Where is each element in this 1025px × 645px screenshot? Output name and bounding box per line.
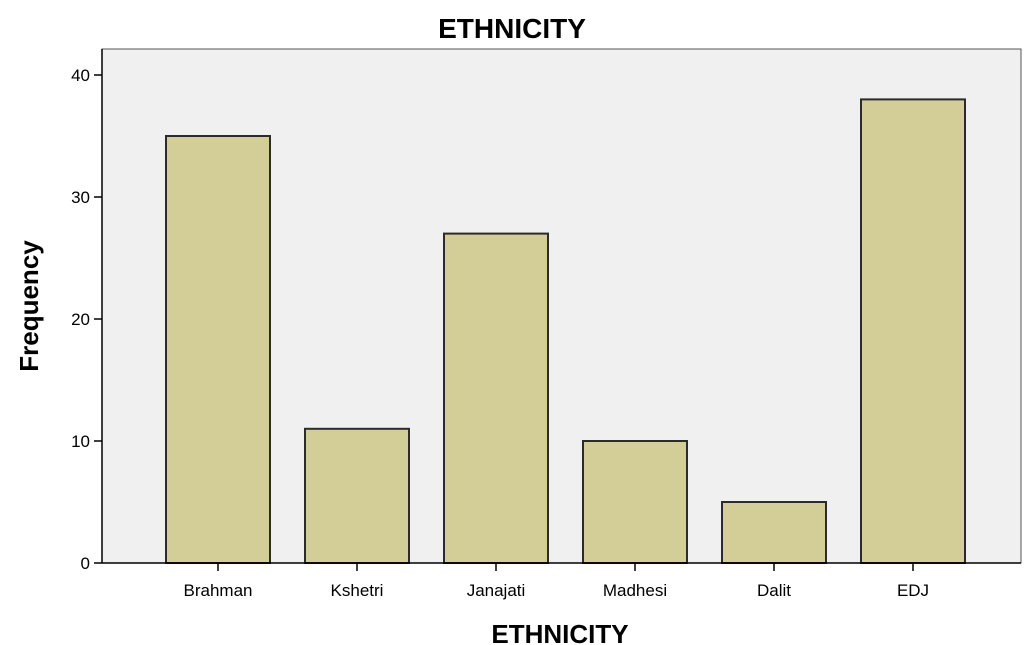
y-tick-label: 30 (71, 188, 90, 207)
bar-madhesi (582, 440, 688, 564)
x-tick-label-madhesi: Madhesi (603, 581, 667, 600)
y-axis-ticks: 0 10 20 30 40 (71, 66, 102, 573)
x-axis-ticks: Brahman Kshetri Janajati Madhesi Dalit EDJ (184, 563, 929, 600)
x-tick-label-brahman: Brahman (184, 581, 253, 600)
bar-janajati (443, 232, 549, 564)
x-tick-label-edj: EDJ (897, 581, 929, 600)
bar-dalit (721, 501, 827, 564)
x-tick-label-kshetri: Kshetri (331, 581, 384, 600)
y-tick-label: 10 (71, 432, 90, 451)
bars (165, 98, 966, 565)
y-tick-label: 20 (71, 310, 90, 329)
x-tick-label-janajati: Janajati (467, 581, 526, 600)
x-axis-title: ETHNICITY (491, 619, 628, 645)
bar-edj (860, 98, 966, 565)
chart-title: ETHNICITY (438, 13, 586, 44)
bar-kshetri (304, 427, 410, 564)
x-tick-label-dalit: Dalit (757, 581, 791, 600)
y-tick-label: 40 (71, 66, 90, 85)
y-axis-title: Frequency (14, 240, 44, 372)
bar-brahman (165, 135, 271, 564)
y-tick-label: 0 (81, 554, 90, 573)
